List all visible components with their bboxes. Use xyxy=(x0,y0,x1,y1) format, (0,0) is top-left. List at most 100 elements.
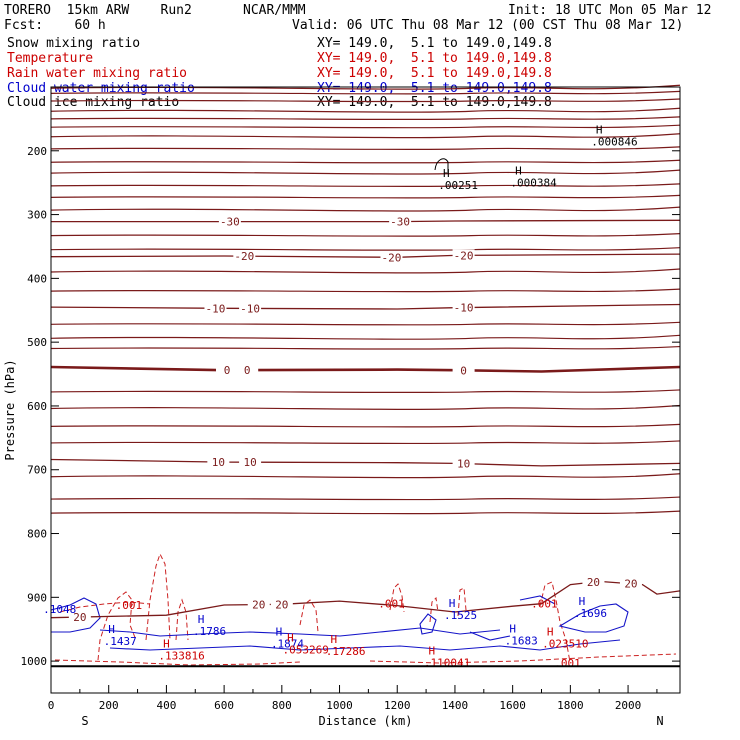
label-mask xyxy=(239,302,262,315)
rain-contour xyxy=(59,601,151,613)
y-axis-title: Pressure (hPa) xyxy=(3,359,17,460)
isotherm-line xyxy=(50,496,681,501)
y-tick-label: 200 xyxy=(27,145,47,158)
contour-label: .001 xyxy=(531,598,558,611)
direction-north-label: N xyxy=(656,714,663,728)
isotherm-line xyxy=(50,345,681,350)
legend-range: XY= 149.0, 5.1 to 149.0,149.8 xyxy=(317,36,552,51)
legend-name: Cloud ice mixing ratio xyxy=(7,95,180,110)
contour-label: .001 xyxy=(378,598,405,611)
label-mask xyxy=(207,455,230,468)
valid-time: Valid: 06 UTC Thu 08 Mar 12 (00 CST Thu … xyxy=(292,18,684,33)
x-tick-label: 0 xyxy=(48,699,55,712)
y-tick-label: 600 xyxy=(27,400,47,413)
rain-contour xyxy=(539,581,571,663)
isotherm-line xyxy=(50,423,681,428)
isotherm-line xyxy=(50,268,681,274)
high-marker: H xyxy=(276,626,283,639)
rain-contour xyxy=(369,653,677,664)
isotherm-line xyxy=(50,133,681,139)
high-value-label: .000846 xyxy=(591,136,637,149)
isotherm-label: -30 xyxy=(220,216,240,229)
x-tick-label: 1000 xyxy=(326,699,353,712)
label-mask xyxy=(619,577,642,590)
isotherm-line xyxy=(50,183,681,188)
isotherm-label: 10 xyxy=(243,456,256,469)
isotherm-label: 10 xyxy=(457,458,470,471)
cloud-water-contour xyxy=(519,595,556,605)
high-value-label: .110041 xyxy=(424,657,470,670)
label-mask xyxy=(216,364,239,377)
isotherm-line xyxy=(50,194,681,199)
isotherm-label: 20 xyxy=(275,598,288,611)
legend-name: Cloud water mixing ratio xyxy=(7,81,195,96)
x-tick-label: 1800 xyxy=(557,699,584,712)
y-tick-label: 400 xyxy=(27,272,47,285)
direction-south-label: S xyxy=(81,714,88,728)
isotherm-label: -20 xyxy=(382,251,402,264)
isotherm-label: 10 xyxy=(212,456,225,469)
rain-contour xyxy=(145,552,171,641)
isotherm-line xyxy=(50,389,681,394)
label-mask xyxy=(239,456,262,469)
isotherm-line xyxy=(50,303,681,310)
high-marker: H xyxy=(287,631,294,644)
y-tick-label: 1000 xyxy=(21,655,48,668)
isotherm-line xyxy=(50,146,681,151)
plot-frame xyxy=(50,86,681,694)
x-tick-label: 800 xyxy=(272,699,292,712)
isotherm-line xyxy=(50,253,681,258)
legend-name: Snow mixing ratio xyxy=(7,36,141,51)
label-mask xyxy=(452,301,475,314)
label-mask xyxy=(452,249,475,262)
high-value-label: .17286 xyxy=(326,645,366,658)
high-marker: H xyxy=(198,613,205,626)
isotherm-line xyxy=(50,90,681,95)
label-mask xyxy=(204,302,227,315)
isotherm-label: 20 xyxy=(624,578,637,591)
contour-label: .1048 xyxy=(43,603,76,616)
label-mask xyxy=(218,215,241,228)
high-value-label: .1683 xyxy=(505,634,538,647)
high-value-label: .1696 xyxy=(574,607,607,620)
label-mask xyxy=(380,251,403,264)
label-mask xyxy=(236,364,259,377)
isotherm-line xyxy=(50,159,681,164)
y-tick-label: 700 xyxy=(27,464,47,477)
high-marker: H xyxy=(449,597,456,610)
x-axis-title: Distance (km) xyxy=(319,714,413,728)
isotherm-label: 0 xyxy=(244,364,251,377)
init-time: Init: 18 UTC Mon 05 Mar 12 xyxy=(508,3,712,18)
label-mask xyxy=(452,457,475,470)
high-value-label: .1525 xyxy=(444,609,477,622)
contour-label: .001 xyxy=(554,657,581,670)
isotherm-line xyxy=(50,124,681,129)
isotherm-label: 20 xyxy=(252,599,265,612)
high-value-label: .00251 xyxy=(438,179,478,192)
isotherm-line xyxy=(50,169,681,175)
isotherm-line xyxy=(50,458,681,467)
high-value-label: .000384 xyxy=(510,176,557,189)
high-marker: H xyxy=(509,622,516,635)
high-marker: H xyxy=(443,167,450,180)
x-tick-label: 400 xyxy=(156,699,176,712)
x-tick-label: 1200 xyxy=(384,699,411,712)
x-tick-label: 2000 xyxy=(615,699,642,712)
contour-label: .001 xyxy=(116,599,143,612)
isotherm-line xyxy=(50,98,681,103)
x-tick-label: 600 xyxy=(214,699,234,712)
label-mask xyxy=(452,364,475,377)
rain-contour xyxy=(389,583,405,613)
model-title: TORERO 15km ARW Run2 xyxy=(4,3,192,18)
cloud-water-contour xyxy=(99,627,501,637)
high-marker: H xyxy=(596,124,603,137)
high-value-label: .053269 xyxy=(282,643,328,656)
rain-contour xyxy=(97,591,137,661)
rain-contour xyxy=(429,596,439,623)
isotherm-line xyxy=(50,473,681,479)
high-value-label: .1437 xyxy=(104,635,137,648)
legend-range: XY= 149.0, 5.1 to 149.0,149.8 xyxy=(317,95,552,110)
label-mask xyxy=(247,598,270,611)
cloud-water-contour xyxy=(558,603,629,633)
